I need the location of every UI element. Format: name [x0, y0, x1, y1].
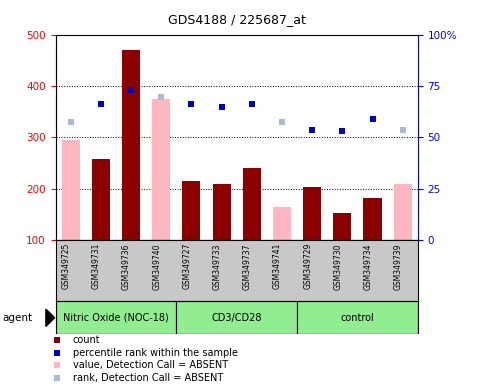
Text: GDS4188 / 225687_at: GDS4188 / 225687_at — [168, 13, 306, 26]
Bar — [122, 50, 140, 240]
Text: GSM349740: GSM349740 — [152, 243, 161, 290]
Text: GSM349736: GSM349736 — [122, 243, 131, 290]
Text: GSM349734: GSM349734 — [364, 243, 372, 290]
Bar — [333, 213, 352, 240]
Text: agent: agent — [2, 313, 32, 323]
Bar — [242, 168, 261, 240]
Text: GSM349727: GSM349727 — [183, 243, 191, 290]
Text: GSM349731: GSM349731 — [92, 243, 101, 290]
Text: control: control — [341, 313, 374, 323]
Bar — [176, 301, 297, 334]
Text: rank, Detection Call = ABSENT: rank, Detection Call = ABSENT — [72, 373, 223, 383]
Polygon shape — [46, 309, 55, 326]
Text: GSM349725: GSM349725 — [62, 243, 71, 290]
Bar — [56, 301, 176, 334]
Text: count: count — [72, 335, 100, 345]
Text: GSM349741: GSM349741 — [273, 243, 282, 290]
Bar — [183, 181, 200, 240]
Text: CD3/CD28: CD3/CD28 — [212, 313, 262, 323]
Text: value, Detection Call = ABSENT: value, Detection Call = ABSENT — [72, 360, 227, 370]
Text: GSM349729: GSM349729 — [303, 243, 312, 290]
Bar — [273, 207, 291, 240]
Bar — [364, 198, 382, 240]
Text: GSM349730: GSM349730 — [333, 243, 342, 290]
Text: Nitric Oxide (NOC-18): Nitric Oxide (NOC-18) — [63, 313, 169, 323]
Bar — [152, 99, 170, 240]
Bar — [92, 159, 110, 240]
Bar — [213, 184, 231, 240]
Text: GSM349737: GSM349737 — [243, 243, 252, 290]
Bar — [394, 184, 412, 240]
Bar — [62, 140, 80, 240]
Text: GSM349733: GSM349733 — [213, 243, 222, 290]
Bar — [303, 187, 321, 240]
Text: GSM349739: GSM349739 — [394, 243, 403, 290]
Text: percentile rank within the sample: percentile rank within the sample — [72, 348, 238, 358]
Bar — [297, 301, 418, 334]
